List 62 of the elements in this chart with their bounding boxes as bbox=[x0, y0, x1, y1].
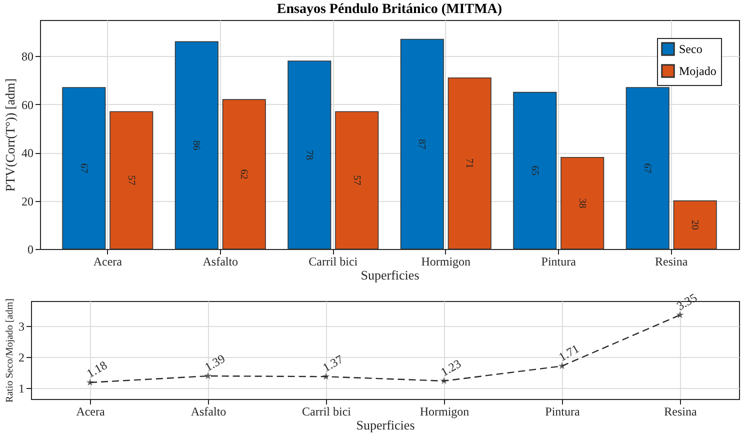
bar bbox=[288, 60, 332, 250]
bar bbox=[174, 41, 218, 250]
y-tick-label: 60 bbox=[22, 98, 34, 112]
bar bbox=[626, 87, 670, 250]
point bbox=[440, 377, 448, 384]
data-label: 57 bbox=[125, 175, 136, 186]
x-tick-label: Carril bici bbox=[302, 404, 352, 418]
x-tick-label: Hormigon bbox=[421, 254, 471, 268]
y-axis-title: Ratio Seco/Mojado [adm] bbox=[4, 298, 16, 402]
legend-label: Seco bbox=[679, 42, 702, 56]
point bbox=[204, 372, 212, 380]
x-tick-label: Carril bici bbox=[308, 254, 358, 268]
data-label: 1.18 bbox=[84, 358, 110, 381]
x-tick-label: Resina bbox=[664, 404, 698, 418]
point bbox=[322, 372, 330, 380]
data-label: 57 bbox=[350, 175, 362, 186]
y-tick-label: 1 bbox=[18, 382, 24, 396]
bar bbox=[400, 38, 444, 250]
y-axis-title: PTV(Corr(T°)) [adm] bbox=[2, 78, 18, 192]
data-label: 62 bbox=[238, 169, 250, 180]
bar bbox=[62, 87, 106, 250]
data-label: 67 bbox=[642, 163, 653, 174]
x-tick-label: Pintura bbox=[541, 254, 577, 268]
x-axis-title: Superficies bbox=[356, 418, 415, 432]
chart-title: Ensayos Péndulo Británico (MITMA) bbox=[276, 2, 502, 17]
bar bbox=[673, 200, 717, 250]
data-label: 1.39 bbox=[202, 351, 228, 374]
bar bbox=[448, 77, 492, 250]
bar bbox=[110, 111, 154, 250]
x-tick-label: Resina bbox=[655, 254, 688, 268]
bar bbox=[335, 111, 379, 250]
x-axis-title: Superficies bbox=[360, 268, 420, 282]
bar bbox=[560, 157, 604, 250]
point bbox=[86, 378, 94, 386]
data-label: 20 bbox=[689, 220, 700, 230]
y-tick-label: 2 bbox=[18, 350, 24, 364]
data-label: 1.71 bbox=[556, 342, 582, 364]
x-tick-label: Acera bbox=[93, 254, 123, 268]
data-label: 1.23 bbox=[438, 356, 464, 380]
bar bbox=[222, 99, 266, 250]
point bbox=[676, 311, 684, 318]
data-label: 71 bbox=[464, 158, 475, 168]
x-tick-label: Pintura bbox=[545, 404, 580, 418]
x-tick-label: Asfalto bbox=[202, 254, 238, 268]
data-label: 86 bbox=[190, 140, 202, 150]
x-tick-label: Hormigon bbox=[420, 404, 470, 418]
y-tick-label: 40 bbox=[22, 146, 34, 160]
y-tick-label: 0 bbox=[28, 242, 34, 256]
data-label: 78 bbox=[303, 150, 314, 160]
data-label: 87 bbox=[416, 139, 428, 150]
data-label: 67 bbox=[78, 163, 89, 174]
legend-label: Mojado bbox=[679, 64, 716, 78]
y-tick-label: 20 bbox=[22, 194, 34, 208]
point bbox=[558, 362, 566, 370]
data-label: 1.37 bbox=[320, 352, 346, 375]
bar bbox=[513, 92, 557, 250]
x-tick-label: Acera bbox=[76, 404, 106, 418]
data-label: 65 bbox=[528, 166, 540, 176]
y-tick-label: 80 bbox=[22, 50, 34, 64]
y-tick-label: 3 bbox=[18, 319, 24, 334]
data-label: 38 bbox=[576, 198, 588, 208]
x-tick-label: Asfalto bbox=[190, 404, 226, 418]
